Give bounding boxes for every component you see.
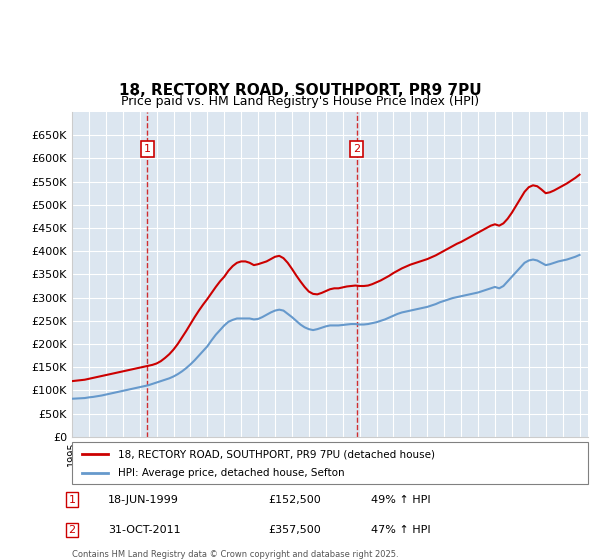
FancyBboxPatch shape — [72, 442, 588, 484]
Text: 18, RECTORY ROAD, SOUTHPORT, PR9 7PU (detached house): 18, RECTORY ROAD, SOUTHPORT, PR9 7PU (de… — [118, 449, 436, 459]
Text: 47% ↑ HPI: 47% ↑ HPI — [371, 525, 431, 535]
Text: 18, RECTORY ROAD, SOUTHPORT, PR9 7PU: 18, RECTORY ROAD, SOUTHPORT, PR9 7PU — [119, 83, 481, 98]
Text: 2: 2 — [68, 525, 76, 535]
Text: Contains HM Land Registry data © Crown copyright and database right 2025.
This d: Contains HM Land Registry data © Crown c… — [72, 550, 398, 560]
Text: 2: 2 — [353, 144, 360, 154]
Text: £152,500: £152,500 — [268, 494, 321, 505]
Text: HPI: Average price, detached house, Sefton: HPI: Average price, detached house, Seft… — [118, 468, 345, 478]
Text: 1: 1 — [68, 494, 76, 505]
Text: 18-JUN-1999: 18-JUN-1999 — [108, 494, 179, 505]
Text: Price paid vs. HM Land Registry's House Price Index (HPI): Price paid vs. HM Land Registry's House … — [121, 95, 479, 108]
Text: 31-OCT-2011: 31-OCT-2011 — [108, 525, 181, 535]
Text: 1: 1 — [144, 144, 151, 154]
Text: 49% ↑ HPI: 49% ↑ HPI — [371, 494, 431, 505]
Text: £357,500: £357,500 — [268, 525, 321, 535]
